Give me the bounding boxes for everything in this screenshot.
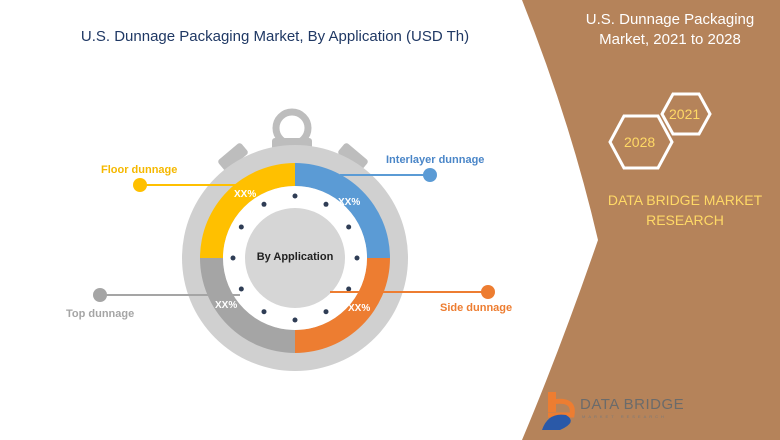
year-hexagons — [608, 92, 712, 170]
donut-segment-floor-dunnage — [200, 163, 295, 258]
donut-segment-side-dunnage — [295, 258, 390, 353]
dial-tick-dot — [238, 224, 244, 230]
dial-tick-dot — [292, 193, 298, 199]
donut-segment-interlayer-dunnage — [295, 163, 390, 258]
dial-tick-dot — [261, 201, 267, 207]
logo-text: DATA BRIDGE — [580, 396, 685, 413]
dial-tick-dot — [292, 317, 298, 323]
donut-segment-top-dunnage — [200, 258, 295, 353]
dial-tick-dot — [261, 309, 267, 315]
legend-label-top: Top dunnage — [66, 308, 135, 320]
dial-tick-dot — [238, 286, 244, 292]
year-start: 2021 — [669, 106, 701, 122]
side-panel-title: U.S. Dunnage Packaging Market, 2021 to 2… — [585, 11, 755, 48]
dial-tick-dot — [346, 224, 352, 230]
data-label-interlayer: XX% — [338, 197, 361, 208]
hexagon-2028 — [608, 114, 674, 170]
year-end: 2028 — [624, 134, 656, 150]
legend-label-floor: Floor dunnage — [101, 164, 178, 176]
logo-subtext: MARKET RESEARCH — [582, 414, 667, 419]
legend-label-side: Side dunnage — [440, 302, 513, 314]
brand-text: DATA BRIDGE MARKET RESEARCH — [607, 192, 763, 228]
data-label-top: XX% — [215, 300, 238, 311]
data-label-side: XX% — [348, 303, 371, 314]
dial-tick-dot — [346, 286, 352, 292]
dial-tick-dot — [230, 255, 236, 261]
logo-icon — [542, 392, 575, 430]
data-label-floor: XX% — [234, 189, 257, 200]
side-panel — [522, 0, 780, 440]
legend-label-interlayer: Interlayer dunnage — [386, 154, 485, 166]
center-label: By Application — [256, 251, 334, 263]
leader-lines — [93, 168, 495, 302]
chart-title: U.S. Dunnage Packaging Market, By Applic… — [80, 28, 470, 45]
dial-tick-dot — [323, 201, 329, 207]
dial-tick-dot — [354, 255, 360, 261]
hexagon-2021 — [660, 92, 712, 136]
donut-chart — [200, 163, 390, 353]
dial-tick-dot — [323, 309, 329, 315]
